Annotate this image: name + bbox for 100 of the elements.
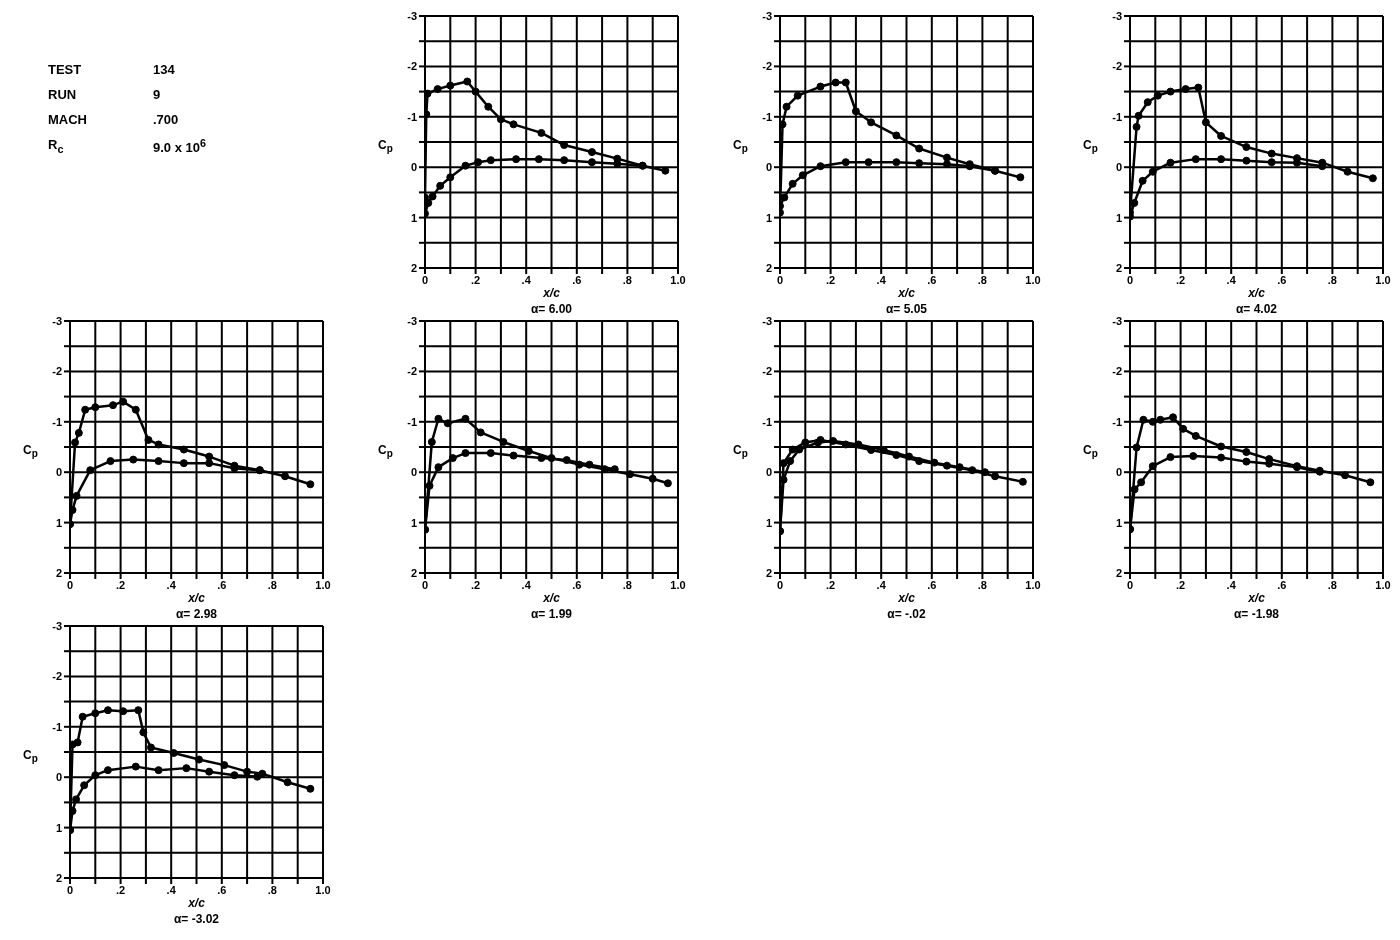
y-tick-label: -1 (407, 110, 417, 123)
text: MACH (48, 112, 88, 129)
y-tick-label: 1 (410, 211, 417, 224)
x-tick-label: 1.0 (670, 578, 686, 591)
x-tick-label: .8 (622, 273, 632, 286)
y-tick-label: 2 (55, 566, 62, 579)
y-axis-title: C$_{p}$ (23, 748, 38, 765)
x-tick-label: .2 (826, 273, 836, 286)
x-tick-label: .6 (927, 273, 937, 286)
x-tick-label: 0 (421, 273, 429, 286)
x-tick-label: .4 (1226, 578, 1237, 591)
text: 134 (153, 62, 175, 79)
x-tick-label: 1.0 (1375, 273, 1391, 286)
x-tick-label: .2 (471, 273, 481, 286)
x-tick-label: .8 (977, 578, 987, 591)
y-tick-label: -2 (407, 365, 417, 378)
x-tick-label: .2 (1176, 578, 1186, 591)
y-tick-label: 2 (765, 261, 772, 274)
text: R$_{c}$ (48, 137, 65, 157)
y-tick-label: -2 (1112, 365, 1122, 378)
x-tick-label: 1.0 (315, 578, 331, 591)
text: RUN (48, 87, 78, 104)
text: α= -3.02 (172, 912, 221, 926)
y-tick-label: -3 (1112, 9, 1122, 22)
x-tick-label: .4 (521, 578, 532, 591)
x-tick-label: .2 (826, 578, 836, 591)
y-tick-label: 2 (410, 566, 417, 579)
x-tick-label: .4 (166, 883, 177, 896)
y-axis-title: C$_{p}$ (733, 138, 748, 155)
text: α= -.02 (886, 607, 927, 621)
x-tick-label: .6 (572, 578, 582, 591)
y-axis-title: C$_{p}$ (23, 443, 38, 460)
x-tick-label: .2 (471, 578, 481, 591)
x-tick-label: .6 (217, 578, 227, 591)
x-tick-label: .4 (876, 578, 887, 591)
text: α= 1.99 (529, 607, 574, 621)
y-tick-label: 0 (410, 161, 417, 174)
x-axis-title: x/c (1247, 286, 1266, 300)
y-tick-label: -2 (762, 365, 772, 378)
y-tick-label: 0 (55, 466, 62, 479)
x-tick-label: .8 (622, 578, 632, 591)
x-tick-label: .4 (166, 578, 177, 591)
y-tick-label: 1 (55, 821, 62, 834)
x-tick-label: 0 (1126, 273, 1134, 286)
text: 9 (153, 87, 161, 104)
x-tick-label: .8 (1327, 578, 1337, 591)
x-axis-title: x/c (187, 896, 206, 910)
x-tick-label: .8 (267, 883, 277, 896)
y-tick-label: 1 (1115, 516, 1122, 529)
y-tick-label: 2 (1115, 261, 1122, 274)
y-tick-label: 2 (55, 871, 62, 884)
y-tick-label: -1 (762, 110, 772, 123)
y-tick-label: -1 (762, 415, 772, 428)
x-tick-label: 0 (1126, 578, 1134, 591)
x-tick-label: .4 (521, 273, 532, 286)
x-tick-label: .8 (977, 273, 987, 286)
x-tick-label: 0 (66, 578, 74, 591)
y-tick-label: 0 (410, 466, 417, 479)
y-tick-label: -1 (52, 720, 62, 733)
x-tick-label: 0 (776, 273, 784, 286)
y-tick-label: -3 (407, 314, 417, 327)
y-tick-label: -2 (1112, 60, 1122, 73)
y-axis-title: C$_{p}$ (733, 443, 748, 460)
x-tick-label: .6 (1277, 273, 1287, 286)
x-tick-label: 1.0 (315, 883, 331, 896)
text: α= 6.00 (529, 302, 574, 316)
y-tick-label: 2 (1115, 566, 1122, 579)
x-tick-label: 1.0 (1375, 578, 1391, 591)
y-tick-label: 2 (765, 566, 772, 579)
y-tick-label: -3 (407, 9, 417, 22)
x-tick-label: 1.0 (1025, 273, 1041, 286)
y-tick-label: -3 (762, 9, 772, 22)
y-tick-label: 0 (55, 771, 62, 784)
x-tick-label: .4 (1226, 273, 1237, 286)
text: α= 5.05 (884, 302, 929, 316)
x-tick-label: .6 (572, 273, 582, 286)
x-tick-label: 0 (776, 578, 784, 591)
x-tick-label: .6 (1277, 578, 1287, 591)
x-axis-title: x/c (187, 591, 206, 605)
y-axis-title: C$_{p}$ (378, 443, 393, 460)
y-axis-title: C$_{p}$ (378, 138, 393, 155)
text: 9.0 x 10$^{6}$ (153, 137, 207, 158)
x-axis-title: x/c (542, 286, 561, 300)
x-axis-title: x/c (1247, 591, 1266, 605)
y-tick-label: 1 (765, 516, 772, 529)
x-tick-label: 0 (421, 578, 429, 591)
y-tick-label: 1 (410, 516, 417, 529)
x-tick-label: .4 (876, 273, 887, 286)
y-axis-title: C$_{p}$ (1083, 138, 1098, 155)
y-tick-label: -1 (52, 415, 62, 428)
y-tick-label: 1 (55, 516, 62, 529)
x-tick-label: .6 (217, 883, 227, 896)
text: α= 2.98 (174, 607, 219, 621)
y-tick-label: -2 (52, 670, 62, 683)
y-tick-label: 2 (410, 261, 417, 274)
x-tick-label: 0 (66, 883, 74, 896)
y-tick-label: -3 (52, 619, 62, 632)
x-tick-label: .2 (1176, 273, 1186, 286)
y-tick-label: -1 (1112, 415, 1122, 428)
y-tick-label: -3 (1112, 314, 1122, 327)
